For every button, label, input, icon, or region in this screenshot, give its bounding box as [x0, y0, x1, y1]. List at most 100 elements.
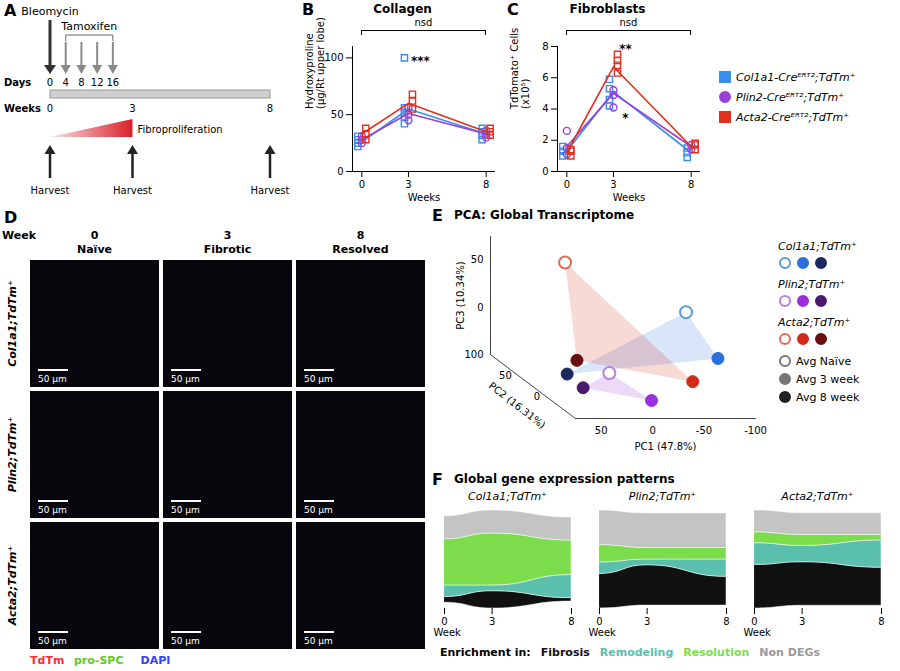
- html-text:Fibroblasts: Fibroblasts: [569, 2, 646, 16]
- svg-text:Week: Week: [744, 627, 772, 638]
- svg-text:0: 0: [477, 302, 483, 313]
- svg-text:8: 8: [483, 179, 489, 190]
- svg-text:Fibrotic: Fibrotic: [204, 243, 252, 256]
- svg-text:**: **: [619, 42, 632, 56]
- svg-text:0: 0: [542, 166, 548, 177]
- svg-text:8: 8: [723, 616, 729, 627]
- svg-text:50 µm: 50 µm: [171, 374, 200, 384]
- svg-text:A: A: [4, 1, 17, 20]
- svg-text:50 µm: 50 µm: [38, 636, 67, 646]
- svg-text:Week: Week: [434, 627, 462, 638]
- svg-text:PC1 (47.8%): PC1 (47.8%): [634, 441, 696, 452]
- svg-text:Harvest: Harvest: [31, 185, 70, 196]
- svg-text:Weeks: Weeks: [408, 192, 441, 203]
- svg-text:Acta2;TdTm⁺: Acta2;TdTm⁺: [6, 546, 19, 627]
- svg-text:3: 3: [129, 103, 135, 114]
- svg-text:3: 3: [644, 616, 650, 627]
- svg-text:8: 8: [568, 616, 574, 627]
- svg-text:Weeks: Weeks: [613, 192, 646, 203]
- svg-text:TdTomato⁺ Cells(x10⁵): TdTomato⁺ Cells(x10⁵): [509, 28, 531, 110]
- html-text:Collagen: Collagen: [373, 2, 432, 16]
- svg-text:***: ***: [411, 54, 431, 68]
- svg-text:50: 50: [595, 425, 608, 436]
- svg-text:0: 0: [337, 166, 343, 177]
- svg-text:Harvest: Harvest: [113, 185, 152, 196]
- svg-text:8: 8: [357, 229, 365, 242]
- svg-text:3: 3: [224, 229, 232, 242]
- svg-text:Bleomycin: Bleomycin: [21, 5, 78, 18]
- html-text:Avg Naïve: Avg Naïve: [796, 354, 852, 368]
- svg-text:50 µm: 50 µm: [304, 505, 333, 515]
- svg-text:TdTm: TdTm: [30, 654, 64, 667]
- svg-text:Hydroxyproline(µg/Rt upper lob: Hydroxyproline(µg/Rt upper lobe): [304, 18, 326, 109]
- html-text:Col1a1;TdTm⁺: Col1a1;TdTm⁺: [468, 490, 547, 503]
- svg-text:50: 50: [471, 254, 484, 265]
- svg-text:3: 3: [489, 616, 495, 627]
- svg-text:50 µm: 50 µm: [171, 636, 200, 646]
- svg-text:50 µm: 50 µm: [171, 505, 200, 515]
- svg-text:3: 3: [799, 616, 805, 627]
- html-text:Acta2;TdTm⁺: Acta2;TdTm⁺: [778, 316, 851, 329]
- svg-text:50 µm: 50 µm: [38, 374, 67, 384]
- svg-text:Weeks: Weeks: [4, 103, 41, 114]
- html-text:Col1a1;TdTm⁺: Col1a1;TdTm⁺: [778, 240, 857, 253]
- html-text:PCA: Global Transcriptome: PCA: Global Transcriptome: [454, 208, 635, 222]
- html-text:Global gene expression pattern: Global gene expression patterns: [454, 472, 675, 486]
- svg-text:8: 8: [688, 179, 694, 190]
- svg-text:pro-SPC: pro-SPC: [74, 654, 123, 667]
- svg-text:4: 4: [63, 77, 69, 88]
- svg-text:100: 100: [324, 52, 343, 63]
- svg-text:-100: -100: [744, 425, 767, 436]
- svg-text:3: 3: [610, 179, 616, 190]
- svg-text:0: 0: [649, 425, 655, 436]
- html-text:B: B: [302, 0, 315, 19]
- svg-text:3: 3: [405, 179, 411, 190]
- svg-text:Tamoxifen: Tamoxifen: [60, 20, 117, 33]
- svg-text:-50: -50: [696, 425, 712, 436]
- svg-text:0: 0: [596, 616, 602, 627]
- svg-text:0: 0: [47, 77, 53, 88]
- svg-text:Fibroproliferation: Fibroproliferation: [138, 124, 223, 135]
- svg-text:Resolved: Resolved: [332, 243, 388, 256]
- svg-text:50 µm: 50 µm: [38, 505, 67, 515]
- svg-text:0: 0: [534, 391, 540, 402]
- svg-text:0: 0: [47, 103, 53, 114]
- svg-text:Plin2;TdTm⁺: Plin2;TdTm⁺: [6, 416, 19, 492]
- svg-text:Days: Days: [4, 77, 31, 88]
- svg-text:Harvest: Harvest: [251, 185, 290, 196]
- svg-text:16: 16: [106, 77, 119, 88]
- svg-text:0: 0: [441, 616, 447, 627]
- svg-text:8: 8: [542, 41, 548, 52]
- svg-text:Week: Week: [589, 627, 617, 638]
- svg-text:50 µm: 50 µm: [304, 636, 333, 646]
- html-text:Avg 3 week: Avg 3 week: [796, 372, 860, 386]
- svg-text:Col1a1;TdTm⁺: Col1a1;TdTm⁺: [6, 280, 19, 367]
- svg-text:0: 0: [359, 179, 365, 190]
- svg-text:6: 6: [542, 72, 548, 83]
- svg-text:8: 8: [878, 616, 884, 627]
- svg-text:8: 8: [78, 77, 84, 88]
- svg-text:4: 4: [542, 103, 548, 114]
- svg-text:0: 0: [91, 229, 99, 242]
- svg-text:12: 12: [91, 77, 104, 88]
- html-text:Acta2-Creᴱᴿᵀ²;TdTm⁺: Acta2-Creᴱᴿᵀ²;TdTm⁺: [736, 110, 849, 124]
- svg-text:50 µm: 50 µm: [304, 374, 333, 384]
- svg-text:PC2 (16.31%): PC2 (16.31%): [487, 380, 548, 431]
- svg-text:Week: Week: [2, 229, 37, 242]
- svg-text:50: 50: [499, 370, 512, 381]
- svg-text:0: 0: [564, 179, 570, 190]
- svg-text:*: *: [622, 111, 629, 125]
- html-text:Avg 8 week: Avg 8 week: [796, 390, 860, 404]
- html-text:Col1a1-Creᴱᴿᵀ²;TdTm⁺: Col1a1-Creᴱᴿᵀ²;TdTm⁺: [736, 70, 856, 84]
- html-text:Plin2;TdTm⁺: Plin2;TdTm⁺: [778, 278, 846, 291]
- html-text:Plin2-Creᴱᴿᵀ²;TdTm⁺: Plin2-Creᴱᴿᵀ²;TdTm⁺: [736, 90, 845, 104]
- svg-text:PC3 (10.34%): PC3 (10.34%): [455, 261, 466, 330]
- svg-text:Naïve: Naïve: [77, 243, 112, 256]
- svg-text:100: 100: [464, 349, 483, 360]
- svg-text:0: 0: [751, 616, 757, 627]
- svg-text:8: 8: [267, 103, 273, 114]
- svg-text:2: 2: [542, 134, 548, 145]
- svg-text:D: D: [4, 208, 17, 227]
- svg-text:50: 50: [331, 109, 344, 120]
- svg-text:DAPI: DAPI: [141, 654, 171, 667]
